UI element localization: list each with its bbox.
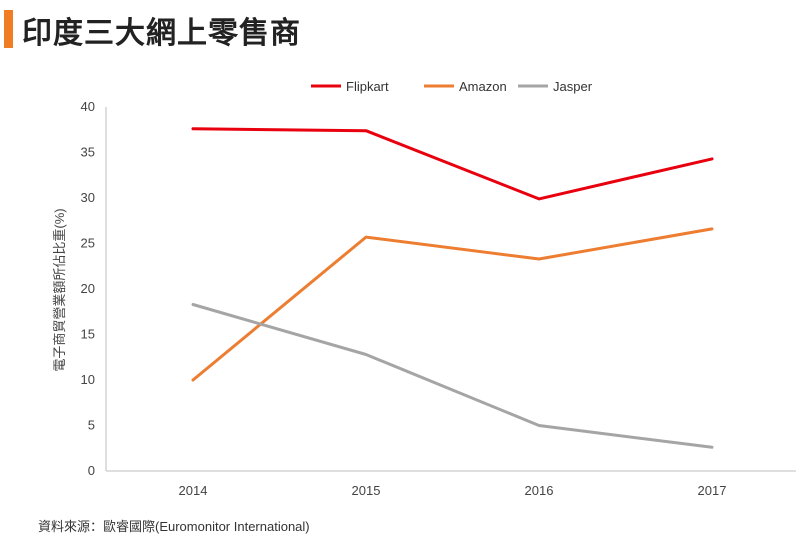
y-tick-label: 30 [81,190,95,205]
x-tick-label: 2017 [698,483,727,498]
legend-label-flipkart: Flipkart [346,79,389,94]
y-axis-label: 電子商貿營業額所佔比重(%) [52,208,67,371]
chart-legend: Flipkart Amazon Jasper [311,79,593,94]
series-line-flipkart [191,127,714,201]
y-tick-label: 15 [81,327,95,342]
y-tick-label: 10 [81,372,95,387]
source-note: 資料來源：歐睿國際(Euromonitor International) [38,519,310,534]
y-tick-label: 0 [88,463,95,478]
y-tick-label: 20 [81,281,95,296]
y-tick-label: 25 [81,236,95,251]
x-tick-label: 2014 [179,483,208,498]
y-tick-label: 40 [81,99,95,114]
x-tick-label: 2015 [352,483,381,498]
x-axis: 2014 2015 2016 2017 [106,470,796,498]
x-tick-label: 2016 [525,483,554,498]
title-accent-bar [4,10,13,48]
y-tick-label: 35 [81,145,95,160]
legend-label-amazon: Amazon [459,79,507,94]
series-line-jasper [191,303,714,449]
page-title: 印度三大網上零售商 [22,17,301,50]
y-axis: 0 5 10 15 20 25 30 35 40 [81,99,107,478]
y-tick-label: 5 [88,418,95,433]
series-line-amazon [191,227,714,382]
series-layer [191,127,714,449]
legend-label-jasper: Jasper [553,79,593,94]
